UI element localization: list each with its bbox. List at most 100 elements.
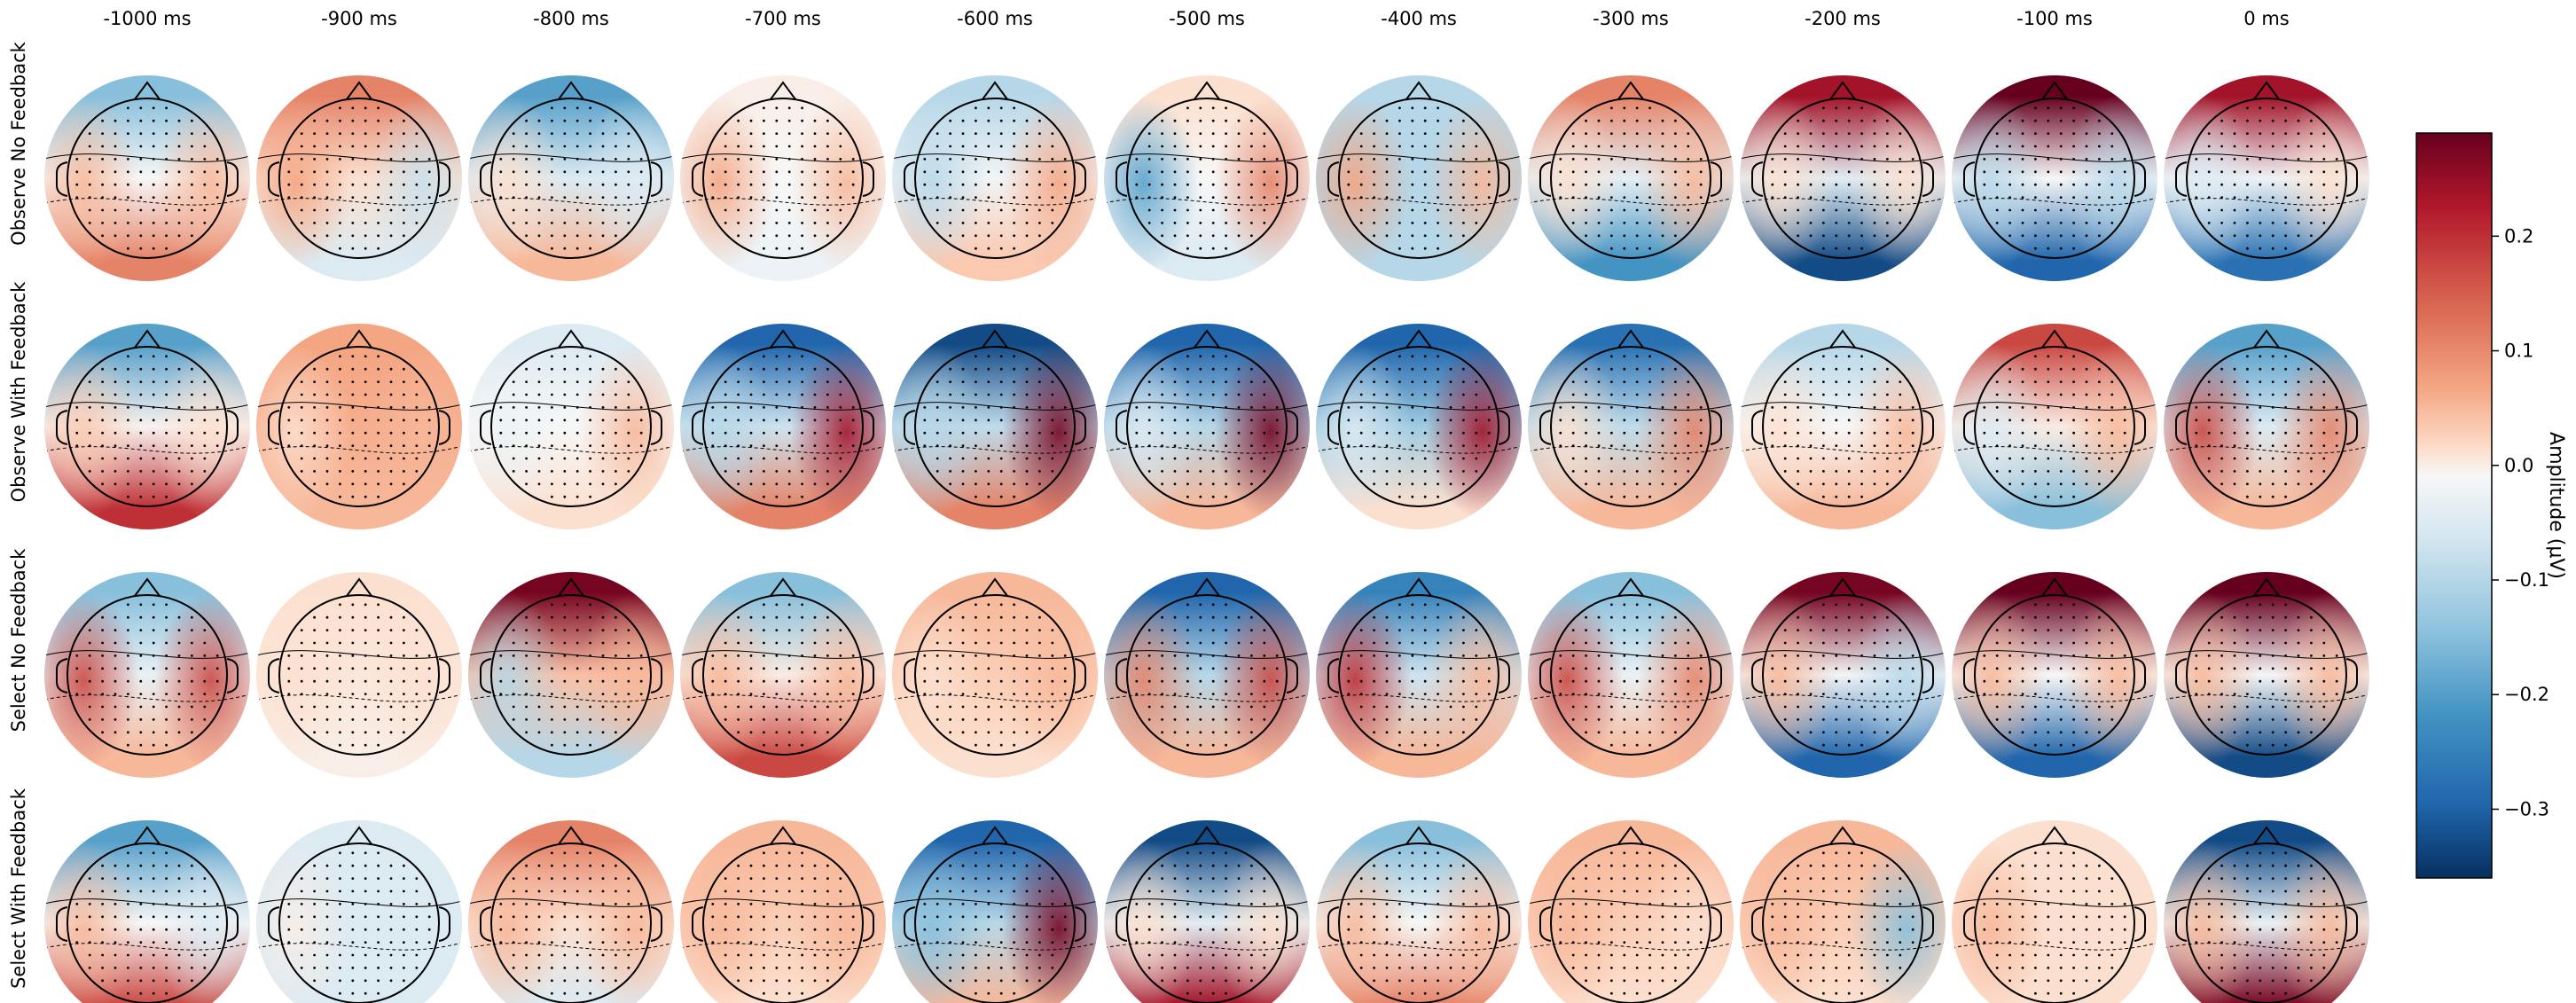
left-ear-icon (268, 906, 280, 942)
topomap-right-region (790, 96, 886, 271)
topomap (2164, 820, 2369, 1003)
head-outline (904, 826, 1086, 1003)
left-ear-icon (1116, 906, 1128, 942)
right-ear-icon (1710, 410, 1722, 445)
head-circle (490, 346, 652, 507)
left-ear-icon (1963, 161, 1976, 197)
head-circle (2186, 842, 2347, 1003)
topomap (680, 572, 886, 778)
time-label: -600 ms (957, 8, 1033, 29)
topomap (2164, 572, 2369, 778)
head-circle (914, 594, 1076, 756)
right-ear-icon (2134, 161, 2146, 197)
head-circle (702, 98, 864, 259)
right-ear-icon (438, 161, 450, 197)
topomap-right-region (790, 344, 886, 520)
head-circle (1338, 98, 1499, 259)
head-outline (692, 826, 874, 1003)
time-label: -1000 ms (103, 8, 191, 29)
topomap (468, 324, 674, 529)
nose-icon (1829, 826, 1856, 845)
topomap-right-region (790, 592, 886, 768)
topomap-left-region (1528, 592, 1624, 768)
topomap-right-region (1002, 96, 1098, 271)
nose-icon (770, 577, 796, 597)
head-circle (278, 594, 440, 756)
left-ear-icon (1539, 658, 1552, 693)
head-circle (1762, 842, 1923, 1003)
left-ear-icon (1963, 410, 1976, 445)
left-ear-icon (904, 658, 916, 693)
nose-icon (982, 81, 1008, 100)
topomap-right-region (1638, 96, 1734, 271)
topomap (1104, 324, 1310, 529)
nose-icon (2041, 329, 2068, 349)
topomap-right-region (1638, 344, 1734, 520)
head-circle (1550, 346, 1711, 507)
time-label: -100 ms (2016, 8, 2093, 29)
head-outline (1327, 329, 1510, 507)
topomap-left-region (44, 592, 140, 768)
head-circle (2186, 346, 2347, 507)
electrodes (1983, 851, 2126, 995)
head-circle (1974, 594, 2135, 756)
head-outline (268, 81, 450, 259)
head-outline (1327, 81, 1510, 259)
topomap-left-region (1104, 344, 1200, 520)
right-ear-icon (1286, 906, 1298, 942)
topomap (44, 820, 250, 1003)
left-ear-icon (1751, 410, 1764, 445)
head-circle (914, 842, 1076, 1003)
topomap (256, 324, 462, 529)
electrodes (287, 355, 431, 498)
topomap-left-region (2164, 96, 2259, 271)
topomap-left-region (892, 96, 988, 271)
electrodes (2195, 851, 2338, 995)
topomap (468, 820, 674, 1003)
left-ear-icon (692, 161, 704, 197)
topomap-left-region (468, 344, 564, 520)
right-ear-icon (1498, 658, 1510, 693)
electrodes (287, 851, 431, 995)
topomap-right-region (366, 344, 462, 520)
right-ear-icon (438, 906, 450, 942)
topomap-right-region (154, 592, 250, 768)
left-ear-icon (692, 658, 704, 693)
right-ear-icon (650, 410, 662, 445)
electrodes (711, 851, 855, 995)
left-ear-icon (56, 161, 68, 197)
right-ear-icon (1498, 161, 1510, 197)
right-ear-icon (2345, 410, 2358, 445)
left-ear-icon (2175, 410, 2188, 445)
head-circle (1126, 98, 1288, 259)
topomap-right-region (2274, 592, 2369, 768)
head-circle (67, 842, 228, 1003)
nose-icon (1194, 81, 1220, 100)
right-ear-icon (1498, 906, 1510, 942)
electrodes (499, 851, 643, 995)
head-circle (1126, 346, 1288, 507)
electrodes (1559, 355, 1703, 498)
left-ear-icon (2175, 658, 2188, 693)
topomap-right-region (578, 344, 674, 520)
topomap (2164, 324, 2369, 529)
head-circle (1338, 594, 1499, 756)
electrodes (75, 106, 219, 250)
topomap-left-region (1952, 96, 2047, 271)
right-ear-icon (226, 658, 239, 693)
right-ear-icon (2345, 658, 2358, 693)
nose-icon (134, 826, 161, 845)
topomap (1740, 572, 1946, 778)
head-outline (1963, 826, 2146, 1003)
head-outline (1751, 826, 1934, 1003)
left-ear-icon (1963, 906, 1976, 942)
head-circle (490, 842, 652, 1003)
right-ear-icon (1922, 161, 1934, 197)
topomap (44, 572, 250, 778)
left-ear-icon (2175, 906, 2188, 942)
left-ear-icon (56, 906, 68, 942)
head-outline (480, 81, 662, 259)
topomap-left-region (1316, 96, 1412, 271)
topomap (1528, 75, 1734, 281)
topomap-right-region (1214, 96, 1310, 271)
